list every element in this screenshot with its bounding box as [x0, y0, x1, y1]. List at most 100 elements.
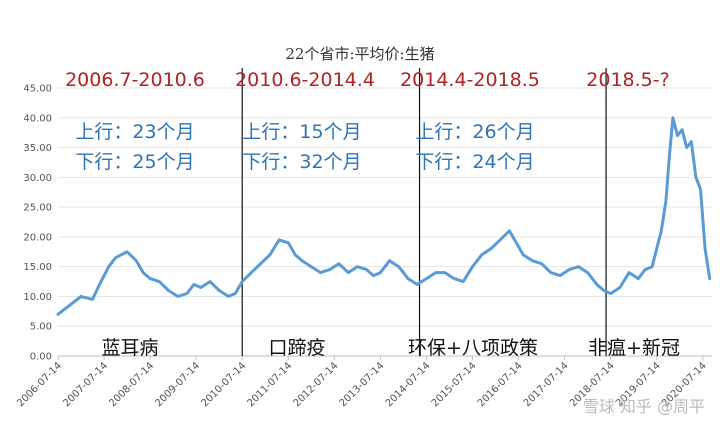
period-label-3: 2014.4-2018.5: [400, 69, 540, 91]
data-point: [681, 128, 683, 131]
data-point: [114, 256, 117, 259]
up-label-1: 上行：23个月: [75, 121, 194, 143]
cause-label-1: 蓝耳病: [101, 337, 158, 359]
data-point: [287, 241, 290, 244]
data-point: [690, 140, 693, 143]
x-tick-label: 2014-07-14: [384, 360, 433, 409]
data-point: [471, 265, 474, 268]
data-point: [708, 277, 711, 280]
data-point: [328, 268, 331, 271]
data-point: [142, 271, 145, 274]
x-tick-label: 2007-07-14: [61, 360, 110, 409]
gridlines: [58, 87, 712, 357]
data-point: [508, 230, 511, 232]
cause-label-2: 口蹄疫: [268, 337, 325, 359]
data-point: [388, 259, 391, 262]
x-tick-label: 2015-07-14: [430, 360, 479, 409]
period-label-2: 2010.6-2014.4: [235, 69, 375, 91]
y-tick-label: 10.00: [23, 292, 52, 303]
data-point: [397, 265, 400, 268]
data-point: [209, 280, 211, 283]
data-point: [672, 116, 674, 119]
data-point: [135, 259, 138, 262]
data-point: [685, 146, 688, 149]
data-point: [609, 292, 612, 295]
data-point: [338, 262, 340, 265]
data-point: [668, 152, 671, 155]
data-point: [655, 247, 658, 250]
data-point: [559, 274, 561, 277]
data-point: [515, 241, 518, 244]
data-point: [462, 280, 465, 283]
y-axis-ticks: 0.00 5.00 10.00 15.00 20.00 25.00 30.00 35.00 40…: [23, 84, 52, 363]
y-tick-label: 40.00: [23, 113, 52, 124]
up-label-2: 上行：15个月: [242, 121, 361, 143]
data-point: [453, 277, 455, 280]
x-tick-label: 2011-07-14: [246, 360, 295, 409]
data-point: [596, 283, 598, 286]
data-point: [651, 265, 653, 268]
up-label-3: 上行：26个月: [415, 121, 534, 143]
data-point: [199, 286, 202, 289]
down-label-1: 下行：25个月: [75, 151, 194, 173]
data-point: [665, 200, 667, 203]
data-point: [540, 262, 543, 265]
data-point: [68, 304, 71, 307]
x-tick-label: 2010-07-14: [199, 360, 248, 409]
data-point: [434, 271, 437, 274]
data-point: [98, 283, 101, 286]
y-tick-label: 0.00: [30, 352, 52, 363]
data-point: [158, 280, 161, 283]
period-label-4: 2018.5-?: [586, 69, 669, 91]
x-tick-label: 2006-07-14: [15, 360, 64, 409]
data-point: [241, 280, 244, 283]
data-point: [80, 295, 82, 298]
data-point: [365, 268, 368, 271]
data-point: [218, 289, 221, 292]
data-point: [699, 188, 702, 191]
data-point: [499, 239, 501, 241]
data-point: [193, 283, 195, 286]
series-layer: [56, 116, 712, 316]
data-point: [167, 289, 170, 292]
data-point: [250, 271, 253, 274]
x-tick-label: 2016-07-14: [476, 360, 525, 409]
cause-label-4: 非瘟+新冠: [588, 337, 680, 359]
x-tick-label: 2008-07-14: [107, 360, 156, 409]
period-dividers: [241, 68, 607, 356]
data-point: [577, 265, 580, 268]
data-point: [126, 250, 128, 253]
data-point: [644, 268, 647, 271]
data-point: [269, 253, 271, 256]
data-point: [407, 277, 409, 280]
data-point: [319, 271, 322, 274]
data-point: [490, 247, 492, 250]
y-tick-label: 5.00: [30, 322, 52, 333]
y-tick-label: 45.00: [23, 84, 52, 95]
watermark: 雪球 知乎 @周平: [583, 397, 705, 416]
data-point: [444, 271, 446, 274]
period-label-1: 2006.7-2010.6: [65, 69, 205, 91]
data-point: [149, 277, 152, 280]
data-point: [379, 271, 382, 274]
data-point: [356, 265, 359, 268]
data-point: [227, 295, 230, 298]
data-point: [602, 289, 605, 292]
data-point: [259, 262, 262, 265]
y-tick-label: 30.00: [23, 173, 52, 184]
data-point: [278, 239, 280, 241]
data-point: [568, 268, 571, 271]
data-point: [107, 265, 110, 268]
data-point: [416, 283, 419, 286]
x-tick-label: 2013-07-14: [338, 360, 387, 409]
x-tick-label: 2009-07-14: [153, 360, 202, 409]
data-point: [637, 277, 640, 280]
data-point: [301, 259, 303, 262]
y-tick-label: 25.00: [23, 203, 52, 214]
down-label-2: 下行：32个月: [242, 151, 361, 173]
data-point: [176, 295, 179, 298]
data-point: [676, 134, 679, 137]
series-line-0: [56, 116, 712, 316]
data-point: [704, 247, 706, 250]
